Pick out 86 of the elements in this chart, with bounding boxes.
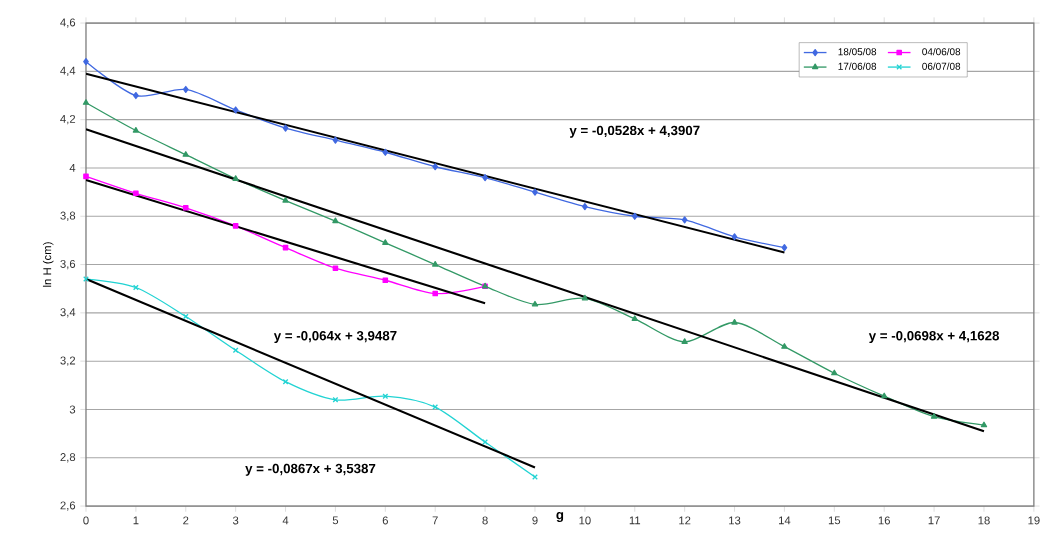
legend-label: 17/06/08 [838,62,877,70]
legend-label: 04/06/08 [922,47,961,56]
point [432,260,439,267]
y-tick-label: 4,4 [60,66,76,76]
point [681,338,688,344]
y-tick-label: 2,6 [60,501,76,511]
x-tick-label: 8 [482,516,488,525]
point [132,284,139,291]
x-tick-label: 7 [432,516,438,525]
point [432,290,438,297]
x-tick-label: 15 [828,516,841,525]
x-tick-label: 18 [978,516,990,525]
y-tick-label: 4,6 [60,18,76,28]
x-tick-label: 3 [232,516,239,525]
y-tick-label: 3,4 [60,308,76,318]
y-tick-label: 4 [69,164,76,172]
y-tick-label: 3,6 [60,259,76,270]
y-tick-label: 3 [69,405,76,414]
point [731,233,738,241]
point [82,99,90,105]
annotation: y = -0,0867x + 3,5387 [245,463,376,476]
point [581,294,589,301]
point [282,196,289,203]
point [781,343,788,349]
point [282,124,289,132]
x-tick-label: 19 [1028,516,1040,525]
x-tick-label: 4 [282,516,289,525]
x-tick-label: 14 [779,516,791,525]
point [532,188,538,196]
point [232,347,239,354]
point [382,393,389,400]
x-tick-label: 0 [83,516,89,525]
point [232,175,239,181]
point [681,216,688,224]
point [432,163,439,171]
point [482,174,488,182]
point [781,244,788,252]
x-tick-label: 9 [532,516,538,525]
point [232,223,239,229]
point [831,369,838,376]
point [980,421,988,428]
point [282,378,289,385]
point [731,318,738,325]
y-tick-label: 3,2 [60,356,76,366]
point [332,396,339,403]
x-tick-label: 1 [133,516,139,525]
point [182,85,189,94]
point [182,151,189,157]
point [332,265,339,271]
y-tick-label: 4,2 [60,114,76,125]
legend-label: 18/05/08 [838,47,877,56]
point [432,404,439,410]
x-tick-label: 17 [928,516,940,525]
point [631,212,638,220]
point [930,413,938,419]
x-tick-label: 5 [332,516,339,525]
x-tick-label: 12 [679,516,691,525]
x-tick-label: 13 [729,516,741,525]
x-tick-label: 10 [579,516,591,525]
point [83,58,89,66]
y-axis-title: ln H (cm) [42,242,54,287]
annotation: y = -0,0528x + 4,3907 [569,125,700,138]
point [631,315,638,322]
x-tick-label: 2 [183,516,189,525]
point [133,190,139,197]
x-tick-label: 16 [878,516,890,525]
x-axis-title: g [556,512,564,523]
annotation: y = -0,0698x + 4,1628 [868,330,1000,343]
point [182,313,189,320]
point [232,106,239,114]
point [132,126,140,133]
legend-label: 06/07/08 [922,62,961,70]
y-tick-label: 3,8 [60,211,76,221]
point [83,173,89,180]
point [382,148,389,156]
point [531,300,539,307]
point [332,217,339,224]
point [332,136,339,144]
x-tick-label: 6 [382,516,388,525]
point [382,239,389,245]
x-tick-label: 11 [629,516,641,525]
annotation: y = -0,064x + 3,9487 [273,330,397,343]
y-tick-label: 2,8 [60,453,76,463]
point [881,392,888,399]
point [182,204,189,211]
point [382,277,389,284]
